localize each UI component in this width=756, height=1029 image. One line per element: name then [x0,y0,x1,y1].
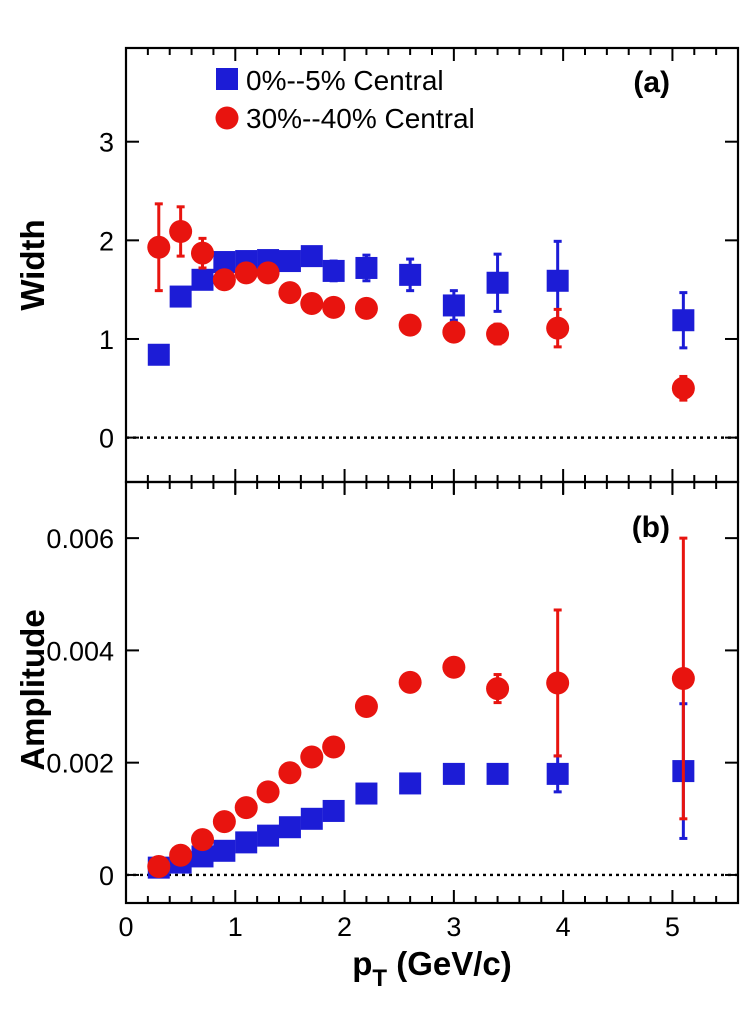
data-point-square [147,343,170,366]
data-point-circle [256,261,280,285]
data-point-circle [147,235,171,259]
panel-b-label: (b) [632,511,670,544]
data-point-circle [212,268,236,292]
x-axis-title-subscript: T [372,965,387,992]
legend-label-0-5-central: 0%--5% Central [246,65,444,96]
data-point-circle [278,281,302,305]
data-point-circle [322,295,346,319]
data-point-circle [398,670,422,694]
data-point-square [213,251,236,274]
data-point-circle [234,261,258,285]
data-point-square [278,816,301,839]
legend-label-30-40-central: 30%--40% Central [246,103,475,134]
data-point-square [322,799,345,822]
y-tick-label: 0.006 [46,524,114,554]
y-tick-label: 0 [99,424,114,454]
data-point-circle [442,320,466,344]
data-point-circle [191,828,214,852]
data-point-circle [169,219,193,243]
y-tick-label: 0 [99,861,114,891]
series-central-0-5 [147,702,695,879]
data-point-circle [278,761,302,785]
panel-a: (a) Width 0 1 2 3 [14,46,740,494]
x-tick-label: 0 [118,912,133,942]
x-tick-label: 5 [665,912,680,942]
data-point-circle [486,322,510,346]
x-tick-label: 1 [228,912,243,942]
x-axis-title-symbol: p [352,945,372,982]
y-tick-label: 2 [99,226,114,256]
data-point-circle [300,745,324,769]
data-point-circle [169,843,193,867]
data-point-square [235,831,258,854]
y-tick-label: 1 [99,325,114,355]
panel-b: (b) Amplitude pT (GeV/c) 0 1 2 3 4 5 0 0.002 0.0… [14,480,740,992]
panel-a-y-axis-title: Width [14,219,51,310]
data-point-circle [354,296,378,320]
data-point-square [322,259,345,282]
legend: 0%--5% Central 30%--40% Central [215,65,475,134]
data-point-square [169,285,192,308]
data-point-circle [322,735,346,759]
data-point-circle [546,316,570,340]
legend-square-marker [216,68,238,90]
data-point-square [546,269,569,292]
data-point-circle [398,313,422,337]
data-point-square [546,762,569,785]
data-point-circle [234,796,258,820]
data-point-square [300,807,323,830]
data-point-square [442,294,465,317]
x-axis-title-unit: (GeV/c) [387,945,512,982]
data-point-circle [256,780,280,804]
data-point-square [300,245,323,268]
data-point-circle [546,671,570,695]
x-tick-label: 2 [337,912,352,942]
y-tick-label: 3 [99,128,114,158]
series-central-30-40 [147,536,695,879]
data-point-circle [354,695,378,719]
x-tick-label: 4 [556,912,571,942]
data-point-square [213,839,236,862]
series-central-30-40 [147,202,695,402]
data-point-circle [300,291,324,315]
data-point-square [672,309,695,332]
data-point-circle [486,677,510,701]
y-tick-label: 0.004 [46,636,114,666]
data-point-square [191,268,214,291]
series-central-0-5 [147,239,695,366]
y-tick-label: 0.002 [46,749,114,779]
data-point-square [399,772,422,795]
data-point-square [355,256,378,279]
data-point-square [399,263,422,286]
data-point-square [486,762,509,785]
data-point-square [257,824,280,847]
data-point-circle [212,810,236,834]
data-point-square [355,782,378,805]
data-point-square [191,845,214,868]
data-point-circle [147,855,171,879]
panel-a-label: (a) [633,66,670,99]
data-point-circle [191,241,214,265]
data-point-circle [442,655,466,679]
x-axis-title: pT (GeV/c) [352,945,512,992]
x-tick-label: 3 [446,912,461,942]
data-point-square [486,271,509,294]
data-point-circle [671,666,695,690]
panel-b-y-axis-title: Amplitude [14,609,51,770]
data-point-circle [671,376,695,400]
legend-circle-marker [215,106,239,130]
data-point-square [278,250,301,273]
data-point-square [442,762,465,785]
